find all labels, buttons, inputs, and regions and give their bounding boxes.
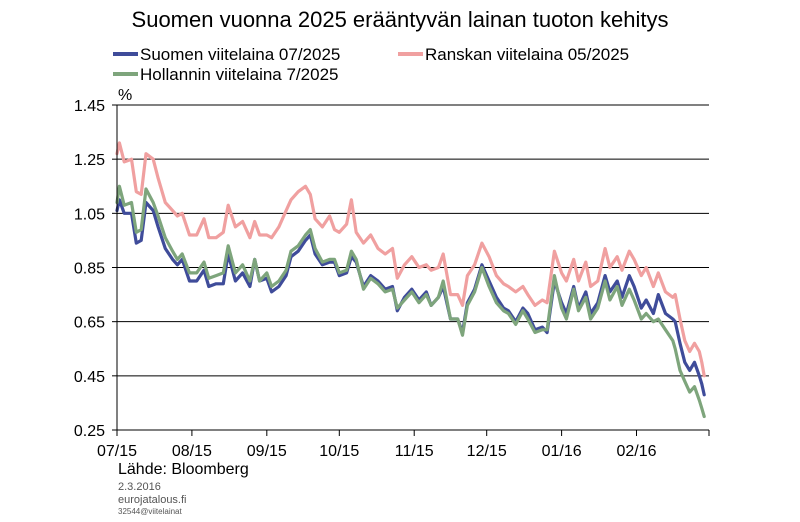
legend-label-ranska: Ranskan viitelaina 05/2025 xyxy=(425,45,629,64)
axes xyxy=(116,105,709,431)
y-axis-unit: % xyxy=(118,87,132,104)
y-tick-label-3: 0.85 xyxy=(74,261,105,278)
x-tick-label-5: 12/15 xyxy=(467,443,507,460)
x-tick-label-7: 02/16 xyxy=(616,443,656,460)
y-tick-label-1: 1.25 xyxy=(74,152,105,169)
legend-item-ranska: Ranskan viitelaina 05/2025 xyxy=(398,45,629,64)
y-tick-label-0: 1.45 xyxy=(74,98,105,115)
x-tick-label-2: 09/15 xyxy=(247,443,287,460)
legend-item-hollanti: Hollannin viitelaina 7/2025 xyxy=(113,65,338,84)
footer: Lähde: Bloomberg 2.3.2016 eurojatalous.f… xyxy=(118,461,249,516)
series-line-hollanti xyxy=(115,184,706,419)
series-line-ranska xyxy=(115,141,706,378)
y-tick-label-5: 0.45 xyxy=(74,369,105,386)
legend: Suomen viitelaina 07/2025 Ranskan viitel… xyxy=(113,45,629,84)
publish-date: 2.3.2016 xyxy=(118,481,161,493)
legend-label-hollanti: Hollannin viitelaina 7/2025 xyxy=(140,65,338,84)
x-tick-label-4: 11/15 xyxy=(395,443,434,460)
legend-item-suomi: Suomen viitelaina 07/2025 xyxy=(113,45,340,64)
x-tick-labels: 07/15 08/15 09/15 10/15 11/15 12/15 01/16 02/16 xyxy=(97,430,710,460)
chart-code: 32544@viitelainat xyxy=(118,507,182,516)
y-tick-label-6: 0.25 xyxy=(74,423,105,440)
x-tick-label-0: 07/15 xyxy=(97,443,137,460)
x-tick-label-1: 08/15 xyxy=(172,443,212,460)
x-tick-label-3: 10/15 xyxy=(319,443,359,460)
series-lines xyxy=(115,141,706,419)
y-tick-label-2: 1.05 xyxy=(74,206,105,223)
legend-label-suomi: Suomen viitelaina 07/2025 xyxy=(140,45,340,64)
y-tick-labels: 1.45 1.25 1.05 0.85 0.65 0.45 0.25 xyxy=(74,98,117,440)
source-note: Lähde: Bloomberg xyxy=(118,461,249,478)
y-tick-label-4: 0.65 xyxy=(74,315,105,332)
site-name: eurojatalous.fi xyxy=(118,494,187,506)
x-tick-label-6: 01/16 xyxy=(542,443,582,460)
chart-title: Suomen vuonna 2025 erääntyvän lainan tuo… xyxy=(132,7,669,32)
